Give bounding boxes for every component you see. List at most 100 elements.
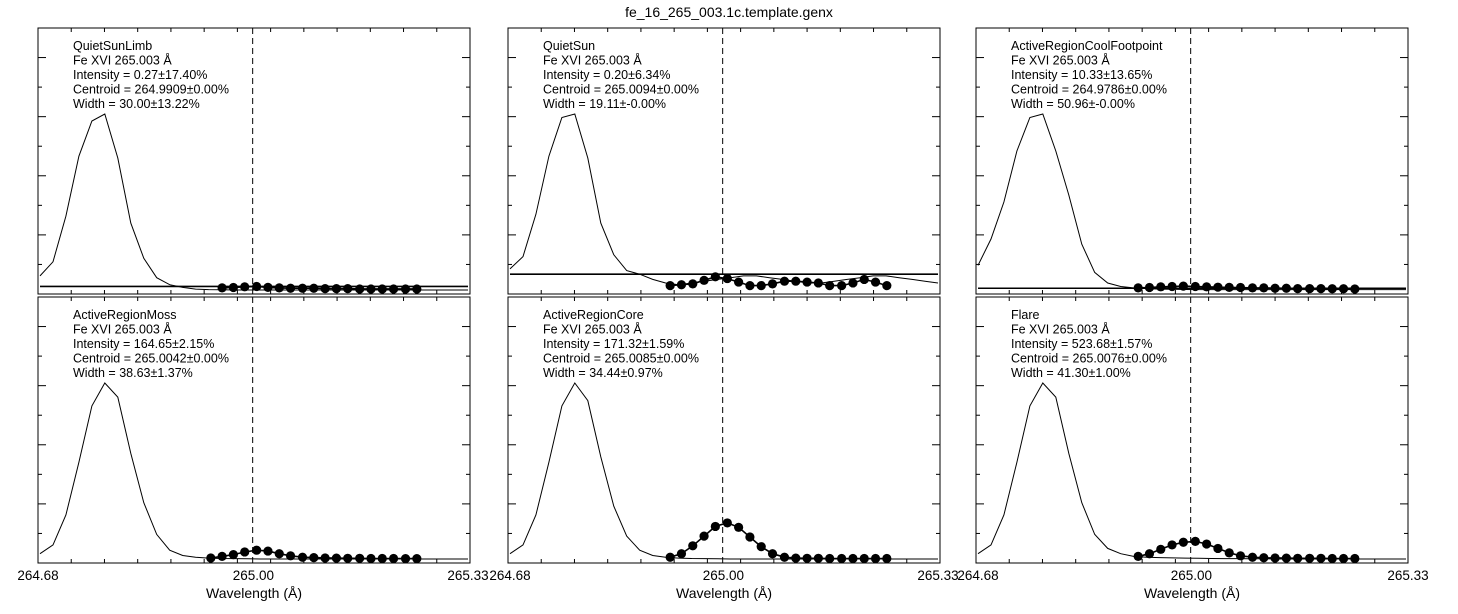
x-tick-label: 264.68 [17, 568, 58, 583]
template-profile-line [977, 382, 1406, 560]
annotation-line: Width = 19.11±-0.00% [543, 97, 666, 111]
x-tick-label: 265.33 [917, 568, 958, 583]
data-point [848, 553, 858, 564]
data-point [859, 553, 869, 564]
data-point [699, 531, 709, 541]
annotation-line: Fe XVI 265.003 Å [73, 322, 172, 337]
data-point [1327, 553, 1337, 564]
annotation-line: Intensity = 164.65±2.15% [73, 337, 214, 351]
annotation-line: Intensity = 10.33±13.65% [1011, 68, 1152, 82]
data-point [837, 281, 847, 291]
data-point [813, 553, 823, 563]
data-point [1270, 553, 1280, 563]
annotation-line: QuietSunLimb [73, 39, 152, 53]
annotation-line: Centroid = 265.0076±0.00% [1011, 352, 1167, 366]
data-point [1316, 283, 1326, 294]
data-point [1202, 282, 1212, 292]
data-point [274, 283, 284, 293]
x-tick-label: 265.00 [233, 568, 274, 583]
data-point [252, 281, 262, 292]
annotation-line: Centroid = 265.0042±0.00% [73, 352, 229, 366]
data-point [1327, 284, 1337, 294]
data-point [388, 284, 399, 294]
data-point [228, 282, 238, 293]
data-point [343, 283, 353, 294]
data-point [1144, 282, 1155, 293]
data-point [825, 553, 835, 564]
data-point [710, 521, 720, 532]
annotation-line: Width = 30.00±13.22% [73, 97, 200, 111]
template-profile-line [509, 113, 939, 286]
data-point [1293, 283, 1303, 294]
data-point [1247, 283, 1258, 293]
annotation-line: Centroid = 265.0085±0.00% [543, 352, 699, 366]
data-point [297, 283, 308, 293]
data-point [331, 283, 342, 294]
data-point [779, 552, 790, 562]
data-point [206, 553, 216, 563]
data-point [688, 541, 698, 551]
panel-frame [37, 27, 471, 295]
x-tick-label: 265.33 [1387, 568, 1428, 583]
data-point [377, 553, 387, 564]
data-point [412, 284, 422, 294]
x-tick-label: 264.68 [957, 568, 998, 583]
panel-frame [507, 296, 941, 564]
annotation-line: Width = 50.96±-0.00% [1011, 97, 1135, 111]
annotation-line: Fe XVI 265.003 Å [543, 322, 642, 337]
x-axis-label: Wavelength (Å) [1144, 585, 1240, 601]
data-point [665, 552, 675, 562]
data-point [734, 277, 744, 287]
annotation-line: ActiveRegionMoss [73, 308, 177, 322]
data-point [1235, 282, 1246, 293]
data-point [1305, 283, 1315, 294]
data-point [722, 518, 732, 528]
data-point [331, 553, 342, 563]
data-point [412, 554, 422, 564]
data-point [791, 276, 801, 286]
annotation-line: Intensity = 0.20±6.34% [543, 68, 670, 82]
data-point [388, 553, 399, 564]
data-point [1259, 553, 1269, 563]
fit-line [669, 522, 887, 560]
annotation-line: Fe XVI 265.003 Å [1011, 322, 1110, 337]
data-point [676, 549, 687, 559]
annotation-line: Fe XVI 265.003 Å [1011, 53, 1110, 68]
data-point [745, 281, 755, 291]
data-point [285, 551, 296, 561]
annotation-line: Intensity = 171.32±1.59% [543, 337, 684, 351]
data-point [366, 553, 376, 564]
data-point [320, 553, 330, 563]
data-point [767, 549, 778, 559]
data-point [377, 284, 387, 294]
data-point [274, 549, 284, 559]
data-point [870, 553, 881, 564]
data-point [1293, 553, 1303, 563]
data-point [1338, 553, 1349, 564]
x-axis-labels: Wavelength (Å) Wavelength (Å) Wavelength (… [206, 585, 1240, 601]
data-point [699, 275, 709, 285]
data-point [779, 276, 790, 286]
data-point [240, 282, 250, 292]
panel-frame [507, 27, 941, 295]
annotation-line: Fe XVI 265.003 Å [73, 53, 172, 68]
annotation-line: QuietSun [543, 39, 595, 53]
x-tick-label: 265.00 [1171, 568, 1212, 583]
panel-frame [975, 27, 1409, 295]
data-point [285, 283, 296, 293]
data-point [1224, 548, 1234, 558]
annotation-line: Intensity = 0.27±17.40% [73, 68, 207, 82]
x-axis-label: Wavelength (Å) [206, 585, 302, 601]
data-point [756, 281, 766, 291]
template-profile-line [39, 113, 468, 291]
annotation-line: Width = 38.63±1.37% [73, 366, 193, 380]
x-axis-label: Wavelength (Å) [676, 585, 772, 601]
data-point [1190, 536, 1200, 547]
data-point [848, 278, 858, 288]
